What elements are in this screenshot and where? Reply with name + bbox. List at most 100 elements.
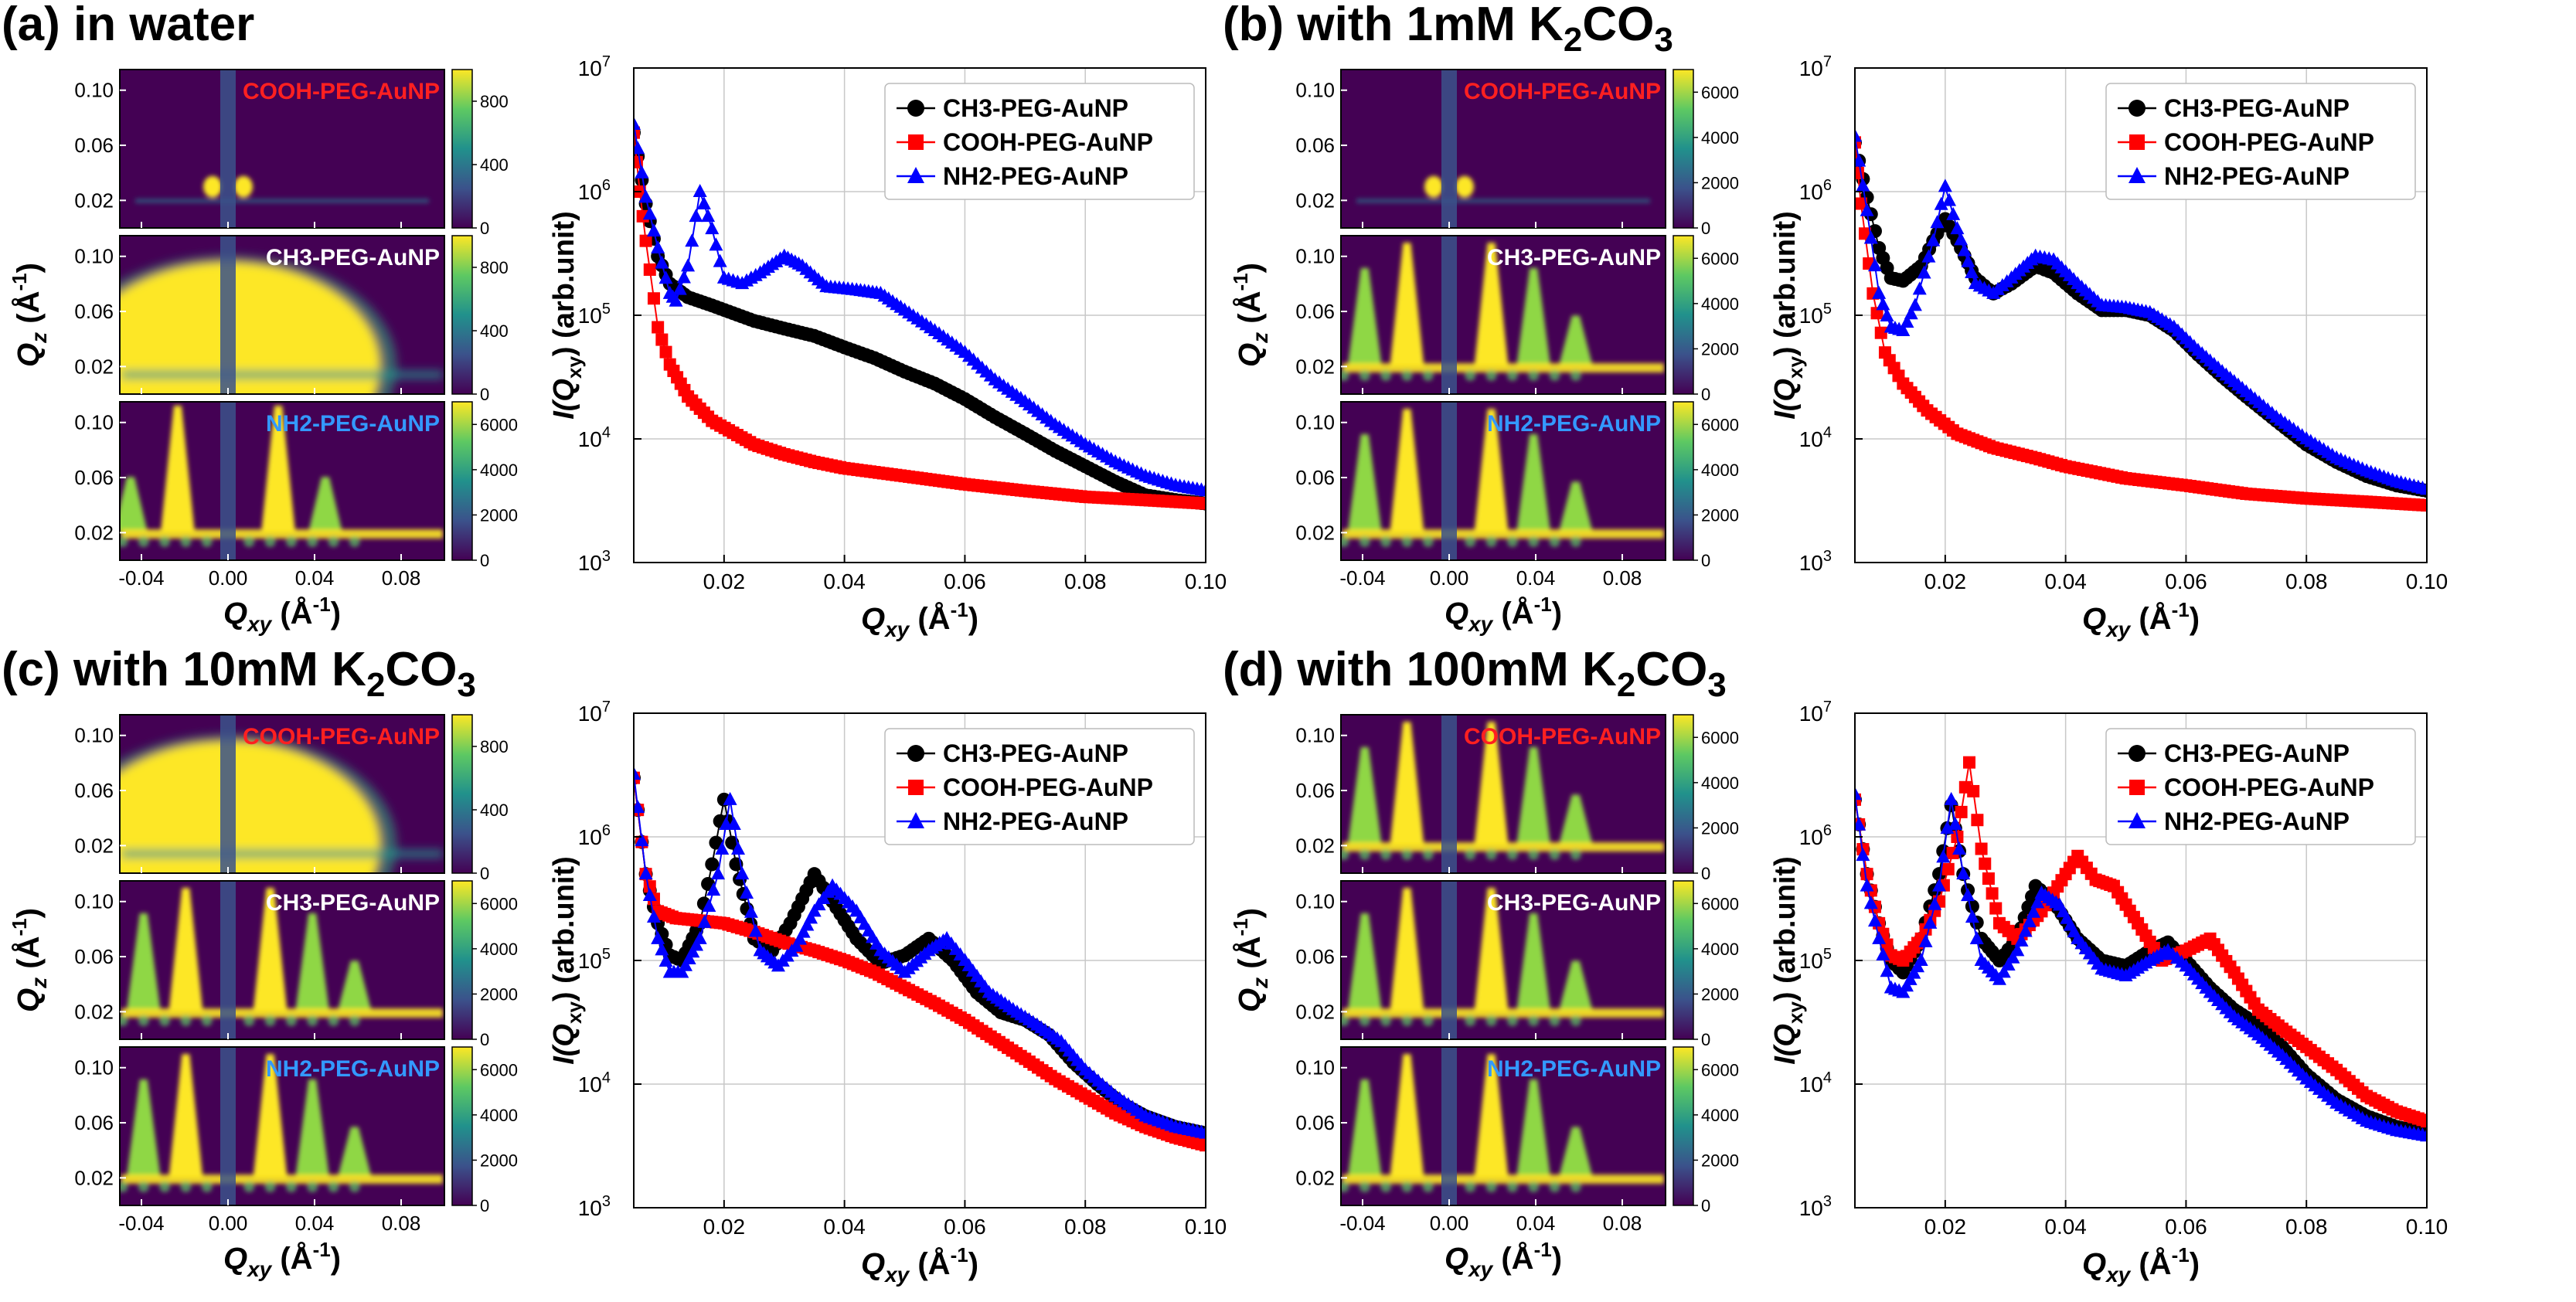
legend-label: CH3-PEG-AuNP [2164, 739, 2350, 767]
x-tick-label: 0.04 [1516, 566, 1556, 590]
data-point-square [1982, 872, 1995, 886]
sample-label: COOH-PEG-AuNP [1464, 724, 1661, 750]
panel-title: (b) with 1mM K2CO3 [1223, 0, 1673, 59]
yoneda-line [1342, 842, 1664, 852]
data-point-triangle [651, 240, 665, 253]
data-point-triangle [1199, 1125, 1206, 1139]
lobe [1549, 1181, 1560, 1192]
beamstop-shadow [220, 70, 236, 228]
legend-box [884, 83, 1195, 200]
data-point-triangle [1946, 206, 1961, 220]
lobe [243, 1181, 255, 1192]
map-frame [1340, 401, 1666, 561]
bragg-rod [120, 477, 148, 532]
data-point-circle [709, 835, 723, 850]
line-chart: 0.02 0.04 0.06 0.08 0.10 103 104 105 106 107 Qxy (… [1769, 699, 2448, 1287]
legend-marker-square [908, 134, 924, 150]
map-frame [119, 235, 445, 395]
sample-label: COOH-PEG-AuNP [243, 79, 440, 104]
colorbar-tick-label: 400 [480, 801, 509, 820]
sample-label: COOH-PEG-AuNP [1464, 79, 1661, 104]
scattering-dome [120, 734, 443, 873]
map-frame [119, 69, 445, 229]
colorbar [451, 401, 473, 561]
data-point-triangle [1965, 909, 1979, 923]
data-point-square [655, 333, 669, 346]
legend-label: COOH-PEG-AuNP [2164, 128, 2374, 156]
lobe [328, 1181, 339, 1192]
gisaxs-map: COOH-PEG-AuNP 0.10 0.06 0.02 800 400 0 [74, 714, 509, 883]
data-point-triangle [1954, 232, 1969, 246]
gisaxs-map: CH3-PEG-AuNP 0.10 0.06 0.02 6000 4000 2000 0 [1295, 880, 1739, 1049]
lobe [1506, 1181, 1518, 1192]
data-point-circle [725, 835, 740, 850]
x-tick-label: -0.04 [1339, 1212, 1385, 1235]
data-point-triangle [1930, 215, 1945, 229]
x-tick-label: 0.10 [2406, 1215, 2448, 1239]
map-frame [1340, 714, 1666, 874]
colorbar-tick-label: 0 [1701, 1196, 1710, 1215]
data-point-triangle [1926, 233, 1941, 246]
data-point-triangle [1957, 243, 1972, 257]
legend-marker-triangle [907, 812, 924, 828]
gisaxs-map: NH2-PEG-AuNP 0.10 0.06 0.02-0.04 0.00 0.04 0.0… [74, 401, 518, 590]
data-point-square [1963, 756, 1975, 769]
legend: CH3-PEG-AuNP COOH-PEG-AuNP NH2-PEG-AuNP [2105, 83, 2416, 200]
legend-marker-circle [907, 745, 924, 762]
intensity-pattern [120, 236, 443, 394]
y-axis-label: I(Qxy) (arb.unit) [1769, 856, 1807, 1065]
bragg-rod [1347, 913, 1382, 1011]
lobe [307, 1015, 318, 1026]
data-point-triangle [651, 930, 665, 944]
data-point-square [643, 880, 656, 893]
bragg-rod [337, 960, 372, 1011]
sample-label: CH3-PEG-AuNP [266, 890, 440, 916]
data-point-triangle [697, 914, 712, 928]
map-frame [1340, 1046, 1666, 1206]
map-frame [1340, 235, 1666, 395]
data-point-triangle [1855, 817, 1866, 831]
lobe [349, 536, 360, 547]
gisaxs-map: CH3-PEG-AuNP 0.10 0.06 0.02 6000 4000 2000 0 [1295, 235, 1739, 404]
lobe [159, 1015, 171, 1026]
data-point-triangle [1938, 178, 1952, 192]
colorbar-tick-label: 6000 [480, 415, 518, 434]
legend-label: CH3-PEG-AuNP [943, 739, 1128, 767]
y-tick-label: 103 [578, 1193, 611, 1220]
data-point-triangle [706, 882, 721, 896]
intensity-pattern [1356, 70, 1650, 228]
y-tick-label: 0.02 [1295, 355, 1335, 378]
data-point-triangle [1936, 849, 1951, 863]
colorbar-tick-label: 6000 [1701, 249, 1739, 268]
colorbar-tick-label: 800 [480, 92, 509, 111]
line-chart: 0.02 0.04 0.06 0.08 0.10 103 104 105 106 107 Qxy (… [548, 53, 1227, 641]
yoneda-line [1342, 529, 1664, 539]
data-point-triangle [1961, 253, 1975, 267]
data-point-square [2421, 499, 2427, 512]
legend-marker-triangle [2129, 167, 2146, 183]
lobe [1549, 370, 1560, 381]
lobe [1570, 849, 1581, 860]
lobe [1380, 1015, 1392, 1026]
y-tick-label: 105 [1799, 946, 1832, 973]
colorbar-tick-label: 800 [480, 258, 509, 277]
lobe [349, 1181, 360, 1192]
colorbar-tick-label: 0 [1701, 864, 1710, 883]
lobe [1485, 370, 1497, 381]
lobe [1422, 370, 1434, 381]
data-point-triangle [689, 209, 703, 223]
colorbar-tick-label: 0 [1701, 219, 1710, 238]
legend-label: NH2-PEG-AuNP [2164, 807, 2350, 835]
bragg-rod [261, 406, 296, 532]
gisaxs-map: NH2-PEG-AuNP 0.10 0.06 0.02-0.04 0.00 0.04 0.0… [74, 1046, 518, 1235]
y-tick-label: 0.10 [1295, 1056, 1335, 1079]
data-point-triangle [1199, 483, 1206, 497]
panel-c: (c) with 10mM K2CO3 COOH-PEG-AuNP 0.10 0.06… [2, 643, 1227, 1287]
data-point-square [1986, 887, 1999, 900]
colorbar-tick-label: 4000 [1701, 1106, 1739, 1125]
bragg-rod [1474, 722, 1509, 845]
x-tick-label: 0.04 [2044, 569, 2087, 593]
data-point-triangle [692, 930, 707, 944]
bragg-rods [1341, 1054, 1664, 1192]
